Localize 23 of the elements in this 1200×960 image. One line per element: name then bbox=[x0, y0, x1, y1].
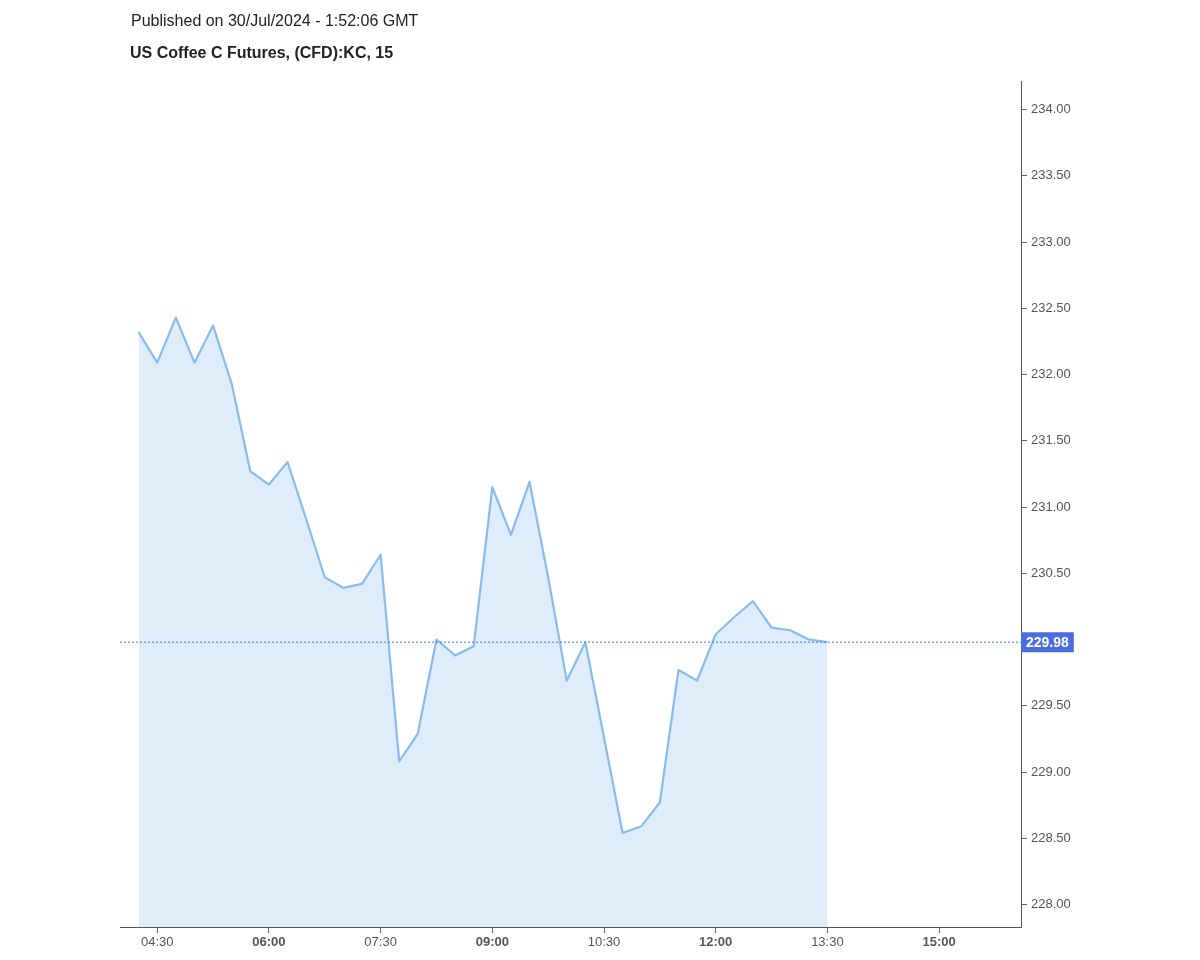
x-tick-label: 10:30 bbox=[587, 934, 621, 950]
y-tick-label: 229.50 bbox=[1031, 697, 1071, 713]
y-tick-label: 231.00 bbox=[1031, 498, 1071, 514]
ref-line-label: 229.98 bbox=[1026, 634, 1070, 651]
y-tick-label: 234.00 bbox=[1031, 101, 1071, 117]
text: Published on 30/Jul/2024 - 1:52:06 GMT bbox=[131, 12, 419, 30]
y-tick-label: 233.50 bbox=[1031, 167, 1071, 183]
x-tick-label: 04:30 bbox=[140, 934, 174, 950]
x-tick-label: 07:30 bbox=[364, 934, 397, 950]
x-tick-label: 09:00 bbox=[475, 934, 509, 950]
x-tick-label: 06:00 bbox=[252, 934, 286, 950]
y-tick-label: 228.00 bbox=[1031, 896, 1071, 912]
x-tick-label: 12:00 bbox=[699, 934, 733, 950]
y-tick-label: 228.50 bbox=[1031, 829, 1071, 845]
y-tick-label: 230.50 bbox=[1031, 564, 1071, 580]
chart-title: US Coffee C Futures, (CFD):KC, 15 bbox=[130, 44, 394, 62]
y-tick-label: 232.00 bbox=[1031, 366, 1071, 382]
y-tick-label: 232.50 bbox=[1031, 299, 1071, 315]
x-tick-label: 15:00 bbox=[922, 934, 956, 950]
y-tick-label: 231.50 bbox=[1031, 432, 1071, 448]
y-tick-label: 229.00 bbox=[1031, 763, 1071, 779]
x-tick-label: 13:30 bbox=[811, 934, 844, 950]
y-tick-label: 233.00 bbox=[1031, 233, 1071, 249]
